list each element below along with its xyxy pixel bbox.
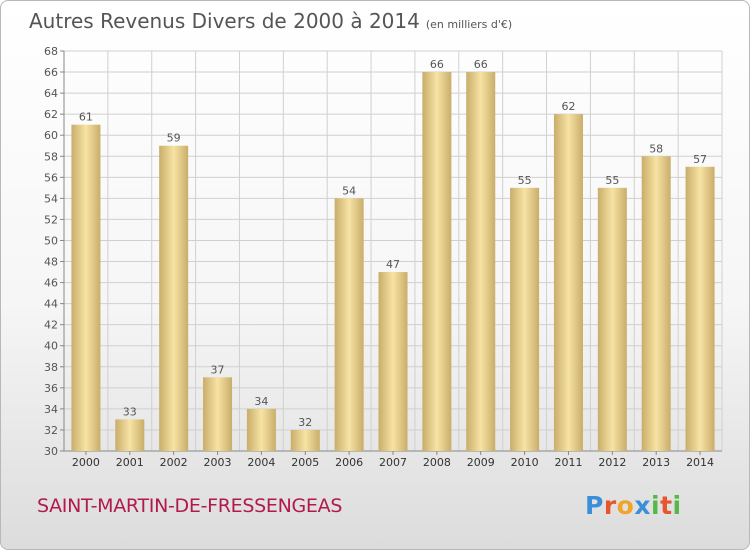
data-label-2009: 66 [474, 58, 488, 71]
chart-title-text: Autres Revenus Divers de 2000 à 2014 [29, 9, 420, 33]
y-tick-label: 58 [44, 150, 58, 163]
x-tick-label-2000: 2000 [72, 456, 100, 469]
data-label-2012: 55 [605, 174, 619, 187]
y-tick-label: 54 [44, 192, 58, 205]
brand-letter: r [603, 491, 617, 520]
bar-2007 [378, 272, 408, 451]
x-tick-label-2014: 2014 [686, 456, 714, 469]
y-tick-label: 52 [44, 213, 58, 226]
x-tick-label-2001: 2001 [116, 456, 144, 469]
y-tick-label: 34 [44, 403, 58, 416]
unit-note: (en milliers d'€) [425, 18, 513, 31]
brand-letter: i [651, 491, 661, 520]
y-tick-label: 40 [44, 340, 58, 353]
bar-2011 [553, 114, 583, 451]
data-label-2002: 59 [167, 132, 181, 145]
brand-letter: t [660, 491, 673, 520]
bar-2013 [641, 156, 671, 451]
data-label-2010: 55 [518, 174, 532, 187]
bar-2003 [203, 377, 233, 451]
bar-2008 [422, 72, 452, 451]
x-tick-label-2011: 2011 [554, 456, 582, 469]
x-tick-label-2008: 2008 [423, 456, 451, 469]
y-tick-label: 44 [44, 298, 58, 311]
x-tick-label-2009: 2009 [467, 456, 495, 469]
bar-2010 [510, 187, 540, 451]
y-tick-label: 38 [44, 361, 58, 374]
x-tick-label-2003: 2003 [204, 456, 232, 469]
y-tick-label: 30 [44, 445, 58, 458]
y-tick-label: 62 [44, 108, 58, 121]
y-tick-label: 68 [44, 45, 58, 58]
bar-2006 [334, 198, 364, 451]
data-label-2011: 62 [561, 100, 575, 113]
bar-2012 [597, 187, 627, 451]
y-tick-label: 36 [44, 382, 58, 395]
bar-2014 [685, 166, 715, 451]
y-tick-label: 64 [44, 87, 58, 100]
brand-logo: Proxiti [585, 491, 682, 520]
data-label-2004: 34 [254, 395, 268, 408]
bar-2002 [159, 145, 189, 451]
x-tick-label-2002: 2002 [160, 456, 188, 469]
data-label-2014: 57 [693, 153, 707, 166]
y-tick-label: 56 [44, 171, 58, 184]
y-tick-label: 50 [44, 234, 58, 247]
data-label-2006: 54 [342, 184, 356, 197]
y-tick-label: 32 [44, 424, 58, 437]
data-label-2000: 61 [79, 111, 93, 124]
brand-letter: P [585, 491, 604, 520]
data-label-2008: 66 [430, 58, 444, 71]
data-label-2013: 58 [649, 142, 663, 155]
y-tick-label: 60 [44, 129, 58, 142]
bar-2005 [290, 429, 320, 451]
chart-title: Autres Revenus Divers de 2000 à 2014 (en … [29, 9, 512, 33]
bar-2001 [115, 419, 145, 451]
x-tick-label-2007: 2007 [379, 456, 407, 469]
brand-letter: i [672, 491, 682, 520]
brand-letter: x [634, 491, 651, 520]
data-label-2001: 33 [123, 405, 137, 418]
x-tick-label-2004: 2004 [247, 456, 275, 469]
y-tick-label: 66 [44, 66, 58, 79]
data-label-2005: 32 [298, 416, 312, 429]
x-tick-label-2005: 2005 [291, 456, 319, 469]
bar-2000 [71, 124, 101, 452]
y-tick-label: 42 [44, 319, 58, 332]
bar-2009 [466, 72, 496, 451]
data-label-2007: 47 [386, 258, 400, 271]
x-tick-label-2006: 2006 [335, 456, 363, 469]
y-tick-label: 48 [44, 256, 58, 269]
commune-name: SAINT-MARTIN-DE-FRESSENGEAS [37, 495, 343, 517]
x-tick-label-2013: 2013 [642, 456, 670, 469]
x-tick-label-2012: 2012 [598, 456, 626, 469]
bars [71, 72, 715, 452]
x-tick-label-2010: 2010 [511, 456, 539, 469]
data-label-2003: 37 [211, 363, 225, 376]
data-labels: 61 33 59 37 34 32 54 47 66 66 55 62 55 58 57 [79, 58, 707, 429]
brand-letter: o [616, 491, 635, 520]
y-tick-label: 46 [44, 277, 58, 290]
bar-2004 [246, 408, 276, 451]
